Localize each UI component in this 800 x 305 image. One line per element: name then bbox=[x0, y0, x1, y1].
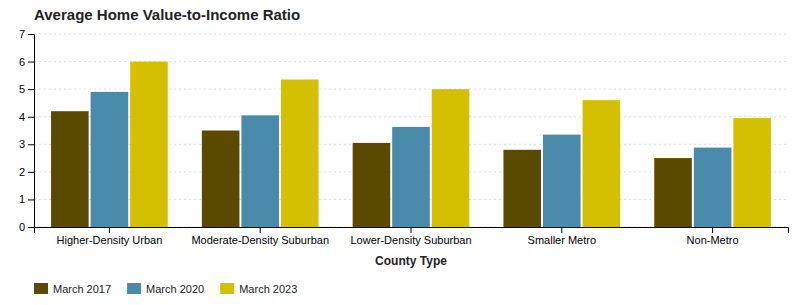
x-tick-mark bbox=[260, 227, 261, 233]
x-tick: Non-Metro bbox=[687, 227, 739, 246]
x-axis-line bbox=[35, 228, 789, 234]
x-tick-mark bbox=[561, 227, 562, 233]
x-tick-label: Smaller Metro bbox=[528, 234, 596, 246]
bar bbox=[392, 127, 430, 227]
bar bbox=[583, 100, 621, 227]
bar bbox=[543, 135, 581, 227]
legend-item: March 2023 bbox=[220, 283, 297, 295]
x-tick-label: Moderate-Density Suburban bbox=[191, 234, 329, 246]
y-tick: 4 bbox=[19, 111, 34, 123]
legend-swatch bbox=[34, 283, 48, 294]
bar bbox=[694, 148, 732, 227]
bar bbox=[202, 131, 240, 228]
x-tick-mark bbox=[109, 227, 110, 233]
x-tick-mark bbox=[712, 227, 713, 233]
bar bbox=[51, 111, 89, 227]
y-tick: 6 bbox=[19, 56, 34, 68]
series bbox=[130, 62, 771, 227]
y-tick: 7 bbox=[19, 28, 34, 40]
grid bbox=[34, 34, 788, 227]
y-tick-mark bbox=[28, 34, 34, 35]
y-tick-label: 6 bbox=[19, 56, 25, 68]
bars bbox=[51, 62, 771, 227]
bar bbox=[733, 118, 771, 227]
series bbox=[91, 92, 732, 227]
y-tick-mark bbox=[28, 62, 34, 63]
bar bbox=[654, 158, 692, 227]
bar bbox=[241, 115, 279, 227]
y-axis-line bbox=[28, 35, 35, 228]
legend-item: March 2017 bbox=[34, 283, 111, 295]
y-tick-label: 2 bbox=[19, 166, 25, 178]
legend-item: March 2020 bbox=[127, 283, 204, 295]
y-tick: 3 bbox=[19, 138, 34, 150]
x-tick: Smaller Metro bbox=[528, 227, 596, 246]
legend-swatch bbox=[127, 283, 141, 294]
y-tick-mark bbox=[28, 89, 34, 90]
y-tick: 2 bbox=[19, 166, 34, 178]
y-tick-label: 4 bbox=[19, 111, 25, 123]
bar bbox=[353, 143, 391, 227]
legend: March 2017 March 2020 March 2023 bbox=[34, 283, 297, 295]
y-tick-mark bbox=[28, 117, 34, 118]
x-tick-label: Higher-Density Urban bbox=[57, 234, 163, 246]
y-tick-label: 0 bbox=[19, 221, 25, 233]
x-tick-label: Non-Metro bbox=[687, 234, 739, 246]
y-tick: 1 bbox=[19, 193, 34, 205]
y-axis: 0 1 2 3 4 5 6 7 bbox=[19, 28, 35, 233]
y-tick-label: 5 bbox=[19, 83, 25, 95]
bar bbox=[432, 89, 470, 227]
x-tick: Moderate-Density Suburban bbox=[191, 227, 329, 246]
y-tick: 5 bbox=[19, 83, 34, 95]
x-tick-mark bbox=[411, 227, 412, 233]
legend-swatch bbox=[220, 283, 234, 294]
x-axis-title: County Type bbox=[375, 254, 447, 268]
y-tick-mark bbox=[28, 199, 34, 200]
x-tick: Higher-Density Urban bbox=[57, 227, 163, 246]
title: Average Home Value-to-Income Ratio bbox=[34, 6, 300, 23]
plot: 0 1 2 3 4 5 6 7 Higher-Density Urban Moderate-Den… bbox=[19, 28, 789, 268]
legend-label: March 2017 bbox=[53, 283, 111, 295]
x-axis: Higher-Density Urban Moderate-Density Sub… bbox=[35, 227, 789, 246]
bar bbox=[130, 62, 168, 227]
grid-line bbox=[34, 34, 788, 35]
x-tick: Lower-Density Suburban bbox=[350, 227, 471, 246]
bar bbox=[281, 79, 319, 227]
y-tick-mark bbox=[28, 227, 34, 228]
legend-label: March 2020 bbox=[146, 283, 204, 295]
bar bbox=[91, 92, 129, 227]
y-tick-label: 7 bbox=[19, 28, 25, 40]
bar bbox=[503, 150, 541, 227]
y-tick-mark bbox=[28, 144, 34, 145]
y-tick-label: 1 bbox=[19, 193, 25, 205]
y-tick-label: 3 bbox=[19, 138, 25, 150]
x-tick-label: Lower-Density Suburban bbox=[350, 234, 471, 246]
legend-label: March 2023 bbox=[239, 283, 297, 295]
y-tick: 0 bbox=[19, 221, 34, 233]
chart: Average Home Value-to-Income Ratio 0 1 2 3 4 5… bbox=[0, 0, 800, 305]
y-tick-mark bbox=[28, 172, 34, 173]
